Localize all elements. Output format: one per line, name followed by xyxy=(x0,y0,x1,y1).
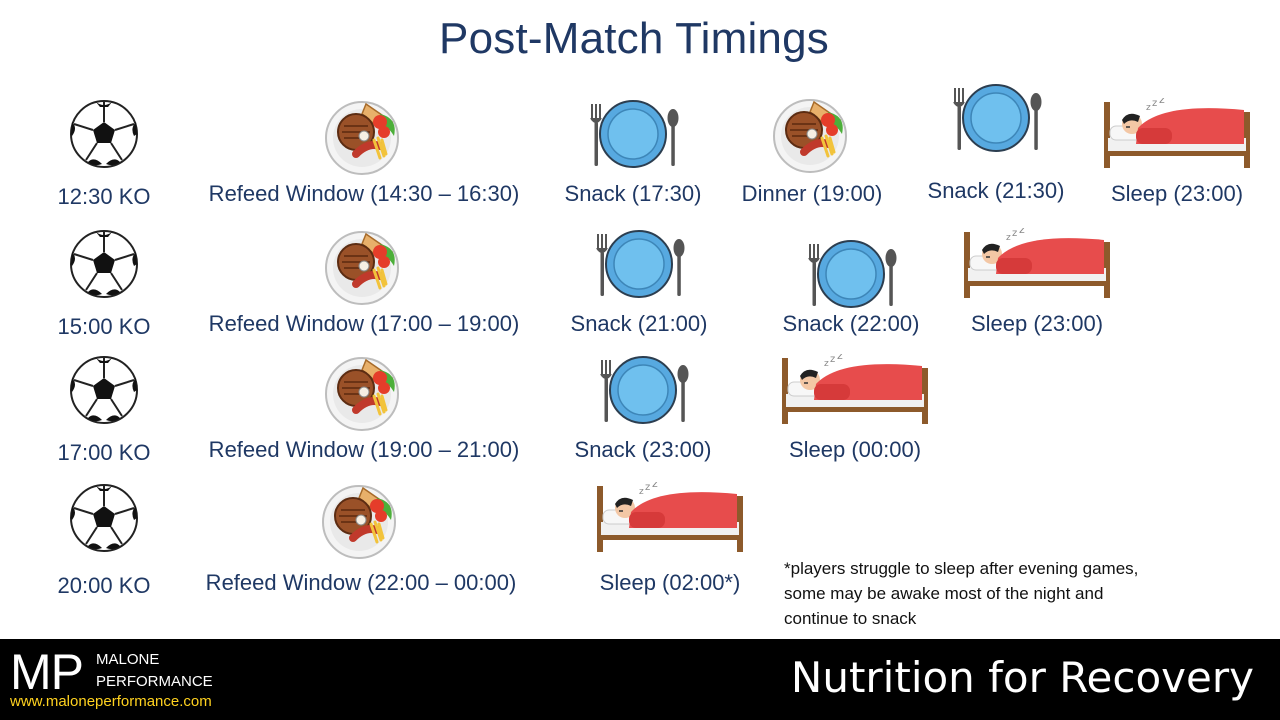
row-2-event-3-plate-label: Snack (22:00) xyxy=(782,311,920,336)
footer-bar: MP MALONE PERFORMANCE www.maloneperforma… xyxy=(0,639,1280,720)
svg-text:z: z xyxy=(652,482,658,490)
row-1-event-1-meal-icon xyxy=(322,96,406,176)
row-2-event-1-meal-icon xyxy=(322,226,406,306)
row-2-event-2-plate-label: Snack (21:00) xyxy=(570,311,708,336)
brand-line-2: PERFORMANCE xyxy=(96,673,213,690)
row-1-event-2-plate-icon xyxy=(583,98,683,170)
svg-text:z: z xyxy=(1019,228,1025,236)
brand-line-1: MALONE xyxy=(96,651,160,668)
tagline: Nutrition for Recovery xyxy=(790,653,1254,702)
kickoff-2-ball-icon xyxy=(68,228,140,300)
row-3-event-1-meal-label: Refeed Window (19:00 – 21:00) xyxy=(208,437,520,462)
footnote: *players struggle to sleep after evening… xyxy=(784,559,1139,628)
row-2-event-4-bed-icon: z z z xyxy=(962,228,1112,302)
logo-mark: MP xyxy=(10,644,84,700)
row-2-event-3-plate-icon xyxy=(801,238,901,310)
row-4-event-1-meal-icon xyxy=(319,480,403,560)
svg-text:z: z xyxy=(1006,233,1011,243)
svg-text:z: z xyxy=(1146,103,1151,113)
row-2-event-4-bed-label: Sleep (23:00) xyxy=(970,311,1104,336)
kickoff-2-ball-label: 15:00 KO xyxy=(57,314,151,339)
row-3-event-2-plate-label: Snack (23:00) xyxy=(574,437,712,462)
kickoff-4-ball-icon xyxy=(68,482,140,554)
svg-text:z: z xyxy=(830,354,835,365)
website-link[interactable]: www.maloneperformance.com xyxy=(10,693,212,710)
row-1-event-4-plate-icon xyxy=(946,82,1046,154)
brand-name: MALONE PERFORMANCE xyxy=(96,649,213,693)
svg-text:z: z xyxy=(1159,98,1165,106)
svg-text:z: z xyxy=(639,487,644,497)
kickoff-3-ball-label: 17:00 KO xyxy=(57,440,151,465)
row-3-event-3-bed-icon: z z z xyxy=(780,354,930,428)
row-1-event-5-bed-icon: z z z xyxy=(1102,98,1252,172)
row-4-event-2-bed-icon: z z z xyxy=(595,482,745,556)
row-4-event-1-meal-label: Refeed Window (22:00 – 00:00) xyxy=(205,570,517,595)
kickoff-1-ball-icon xyxy=(68,98,140,170)
kickoff-3-ball-icon xyxy=(68,354,140,426)
row-1-event-5-bed-label: Sleep (23:00) xyxy=(1110,181,1244,206)
svg-text:z: z xyxy=(1012,228,1017,239)
row-3-event-1-meal-icon xyxy=(322,352,406,432)
row-3-event-3-bed-label: Sleep (00:00) xyxy=(788,437,922,462)
row-1-event-3-meal-label: Dinner (19:00) xyxy=(741,181,883,206)
svg-text:z: z xyxy=(837,354,843,362)
page-title: Post-Match Timings xyxy=(439,14,829,63)
kickoff-4-ball-label: 20:00 KO xyxy=(57,573,151,598)
row-1-event-4-plate-label: Snack (21:30) xyxy=(927,178,1065,203)
row-2-event-2-plate-icon xyxy=(589,228,689,300)
row-2-event-1-meal-label: Refeed Window (17:00 – 19:00) xyxy=(208,311,520,336)
svg-text:z: z xyxy=(824,359,829,369)
row-4-event-2-bed-label: Sleep (02:00*) xyxy=(599,570,741,595)
kickoff-1-ball-label: 12:30 KO xyxy=(57,184,151,209)
svg-text:z: z xyxy=(1152,98,1157,109)
row-1-event-1-meal-label: Refeed Window (14:30 – 16:30) xyxy=(208,181,520,206)
row-1-event-2-plate-label: Snack (17:30) xyxy=(564,181,702,206)
row-1-event-3-meal-icon xyxy=(770,94,854,174)
row-3-event-2-plate-icon xyxy=(593,354,693,426)
svg-text:z: z xyxy=(645,482,650,493)
